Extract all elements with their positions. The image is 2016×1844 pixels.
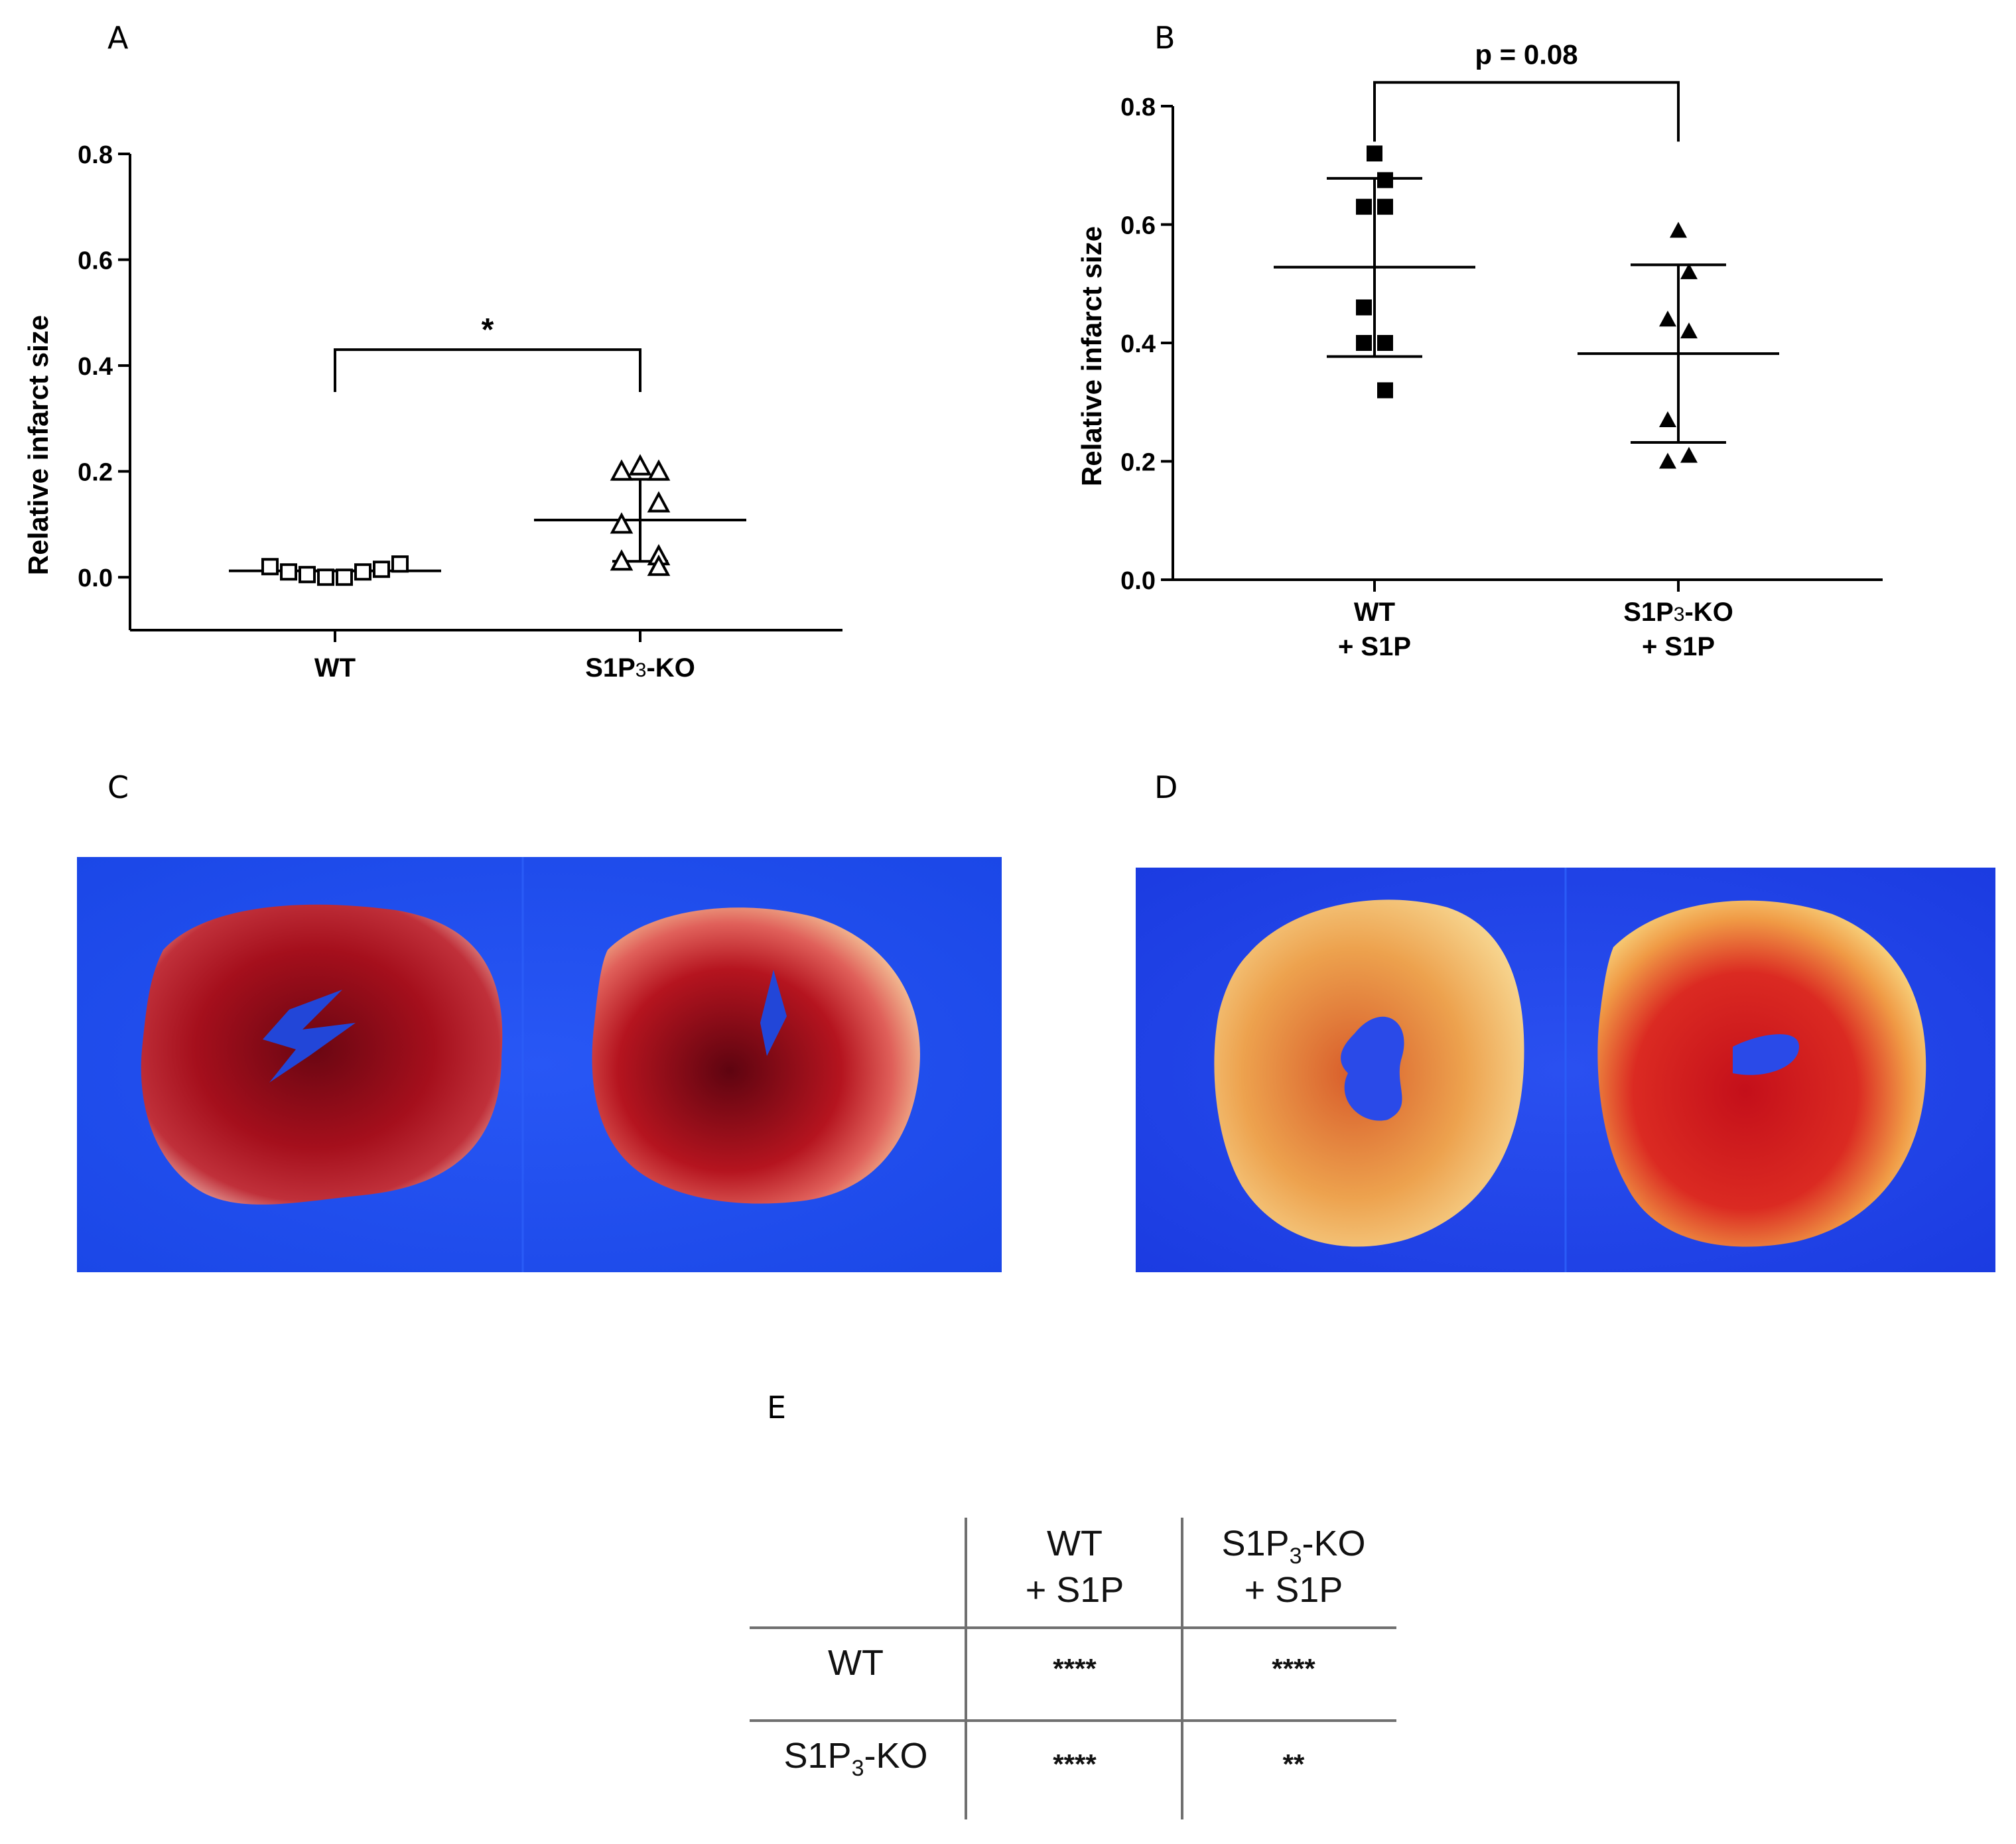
data-point: [1377, 198, 1393, 215]
col-header-2-line1: S1P: [1221, 1524, 1290, 1563]
data-point: [1377, 382, 1393, 399]
data-point: [1680, 446, 1698, 463]
x-category-label-line1: WT: [1354, 598, 1395, 627]
table-vline-2: [1181, 1518, 1183, 1819]
table-cell-1-2: ****: [1272, 1653, 1315, 1684]
data-point: [647, 459, 671, 481]
table-row-label-1: WT: [750, 1642, 962, 1689]
panel-label-e: E: [767, 1390, 787, 1425]
y-tick-label: 0.0: [1120, 567, 1156, 595]
data-point: [317, 568, 334, 586]
data-point: [1377, 172, 1393, 188]
table-cell-1-1: ****: [1053, 1653, 1097, 1684]
data-point: [373, 560, 390, 578]
data-point: [1367, 145, 1382, 162]
data-point: [354, 563, 371, 581]
significance-label: p = 0.08: [1475, 38, 1578, 70]
data-point: [1670, 222, 1687, 238]
heart-photo-d-drawing: [1136, 868, 1995, 1272]
table-row-label-2: S1P3-KO: [750, 1735, 962, 1782]
y-tick-label: 0.4: [1120, 330, 1156, 358]
panel-label-d: D: [1154, 769, 1178, 805]
panel-label-a: A: [107, 20, 129, 56]
x-category-label-line2: + S1P: [1642, 632, 1715, 661]
table-cell-2-1: ****: [1053, 1748, 1097, 1780]
chart-a: 0.0 0.2 0.4 0.6 0.8 Relative infarct size WT S1…: [23, 141, 842, 683]
table-vline-1: [965, 1518, 967, 1819]
data-point: [1659, 310, 1676, 327]
data-point: [647, 555, 671, 576]
data-point: [1356, 198, 1372, 215]
x-category-label-line1: S1P3-KO: [1623, 598, 1733, 627]
data-point: [280, 563, 297, 581]
y-tick-label: 0.8: [1120, 94, 1156, 121]
chart-b: 0.0 0.2 0.4 0.6 0.8 Relative infarct size WT + …: [1076, 38, 1883, 661]
y-tick-label: 0.2: [78, 459, 113, 487]
charts-svg: 0.0 0.2 0.4 0.6 0.8 Relative infarct size WT S1…: [23, 38, 1883, 683]
table-col-header-2: S1P3-KO + S1P: [1191, 1523, 1396, 1611]
data-point: [1356, 299, 1372, 316]
heart-photo-c: [77, 857, 1002, 1272]
row-label-2-main: S1P: [783, 1736, 852, 1776]
y-tick-label: 0.0: [78, 564, 113, 592]
panel-label-c: C: [107, 769, 129, 805]
table-col-header-1: WT + S1P: [975, 1523, 1174, 1611]
y-tick-label: 0.2: [1120, 449, 1156, 477]
data-point: [1659, 411, 1676, 428]
y-tick-label: 0.6: [78, 247, 113, 275]
table-hline-1: [750, 1626, 1396, 1629]
x-category-label: WT: [314, 653, 356, 683]
data-point: [647, 491, 671, 513]
col-header-2-sub: 3: [1289, 1543, 1302, 1569]
data-point: [1659, 452, 1676, 469]
x-category-label-line2: + S1P: [1338, 632, 1411, 661]
data-point: [1377, 335, 1393, 351]
y-tick-label: 0.8: [78, 141, 113, 169]
row-label-2-tail: -KO: [864, 1736, 928, 1776]
data-point: [610, 512, 634, 534]
col-header-1-line1: WT: [1047, 1524, 1103, 1563]
data-point: [1680, 322, 1698, 339]
data-point: [1356, 335, 1372, 351]
y-axis-label: Relative infarct size: [1076, 226, 1107, 486]
significance-bracket: [334, 348, 641, 392]
y-tick-label: 0.4: [78, 353, 113, 381]
table-hline-2: [750, 1719, 1396, 1722]
panel-label-b: B: [1154, 20, 1176, 56]
row-label-1-main: WT: [828, 1643, 884, 1683]
x-category-label: S1P3-KO: [585, 653, 695, 683]
heart-photo-d: [1136, 868, 1995, 1272]
data-point: [261, 558, 279, 576]
table-cell-2-2: **: [1282, 1748, 1305, 1780]
data-point: [610, 459, 634, 481]
y-tick-label: 0.6: [1120, 212, 1156, 240]
significance-label: *: [482, 312, 494, 348]
row-label-2-sub: 3: [851, 1755, 864, 1781]
heart-photo-c-drawing: [77, 857, 1002, 1272]
data-point: [391, 555, 409, 573]
col-header-2-line2: + S1P: [1244, 1569, 1343, 1610]
data-point: [610, 549, 634, 571]
significance-bracket: [1373, 81, 1680, 142]
col-header-1-line2: + S1P: [1025, 1569, 1124, 1610]
y-axis-label: Relative infarct size: [23, 315, 54, 575]
data-point: [628, 454, 652, 476]
data-point: [299, 566, 316, 584]
data-point: [1680, 263, 1698, 279]
data-point: [336, 568, 353, 586]
col-header-2-tail: -KO: [1302, 1524, 1366, 1563]
